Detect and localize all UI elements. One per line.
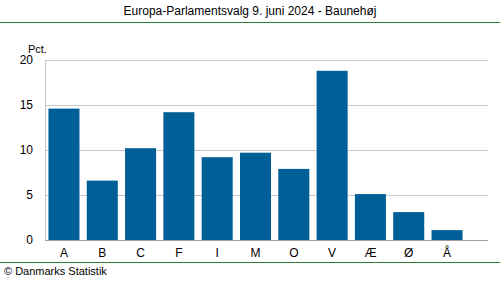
x-tick-label: C	[136, 246, 145, 260]
chart: Europa-Parlamentsvalg 9. juni 2024 - Bau…	[0, 0, 500, 282]
x-tick-label: B	[98, 246, 106, 260]
title-rule	[0, 22, 500, 23]
title: Europa-Parlamentsvalg 9. juni 2024 - Bau…	[124, 4, 377, 18]
bar	[393, 212, 424, 240]
x-tick-label: Æ	[364, 246, 376, 260]
grid-line	[45, 60, 488, 61]
bar	[48, 109, 79, 240]
y-tick-label: 5	[26, 188, 33, 202]
x-tick: V	[328, 240, 336, 260]
y-tick: 10	[20, 143, 45, 157]
x-tick: Æ	[364, 240, 376, 260]
x-tick-label: A	[60, 246, 68, 260]
x-axis-line	[45, 240, 488, 241]
x-tick: Å	[443, 240, 451, 260]
y-tick-label: 15	[20, 98, 34, 112]
x-tick: B	[98, 240, 106, 260]
grid-line	[45, 105, 488, 106]
bar	[278, 169, 309, 240]
grid-line	[45, 240, 488, 241]
x-tick-label: Ø	[404, 246, 413, 260]
bar	[432, 230, 463, 240]
x-tick: F	[175, 240, 182, 260]
grid-line	[45, 150, 488, 151]
bar	[87, 181, 118, 240]
y-tick: 5	[26, 188, 45, 202]
x-tick: M	[251, 240, 261, 260]
bars	[48, 71, 462, 240]
x-tick-label: V	[328, 246, 336, 260]
grid	[45, 61, 488, 241]
footer-rule	[0, 262, 500, 263]
x-axis: ABCFIMOVÆØÅ	[45, 240, 488, 260]
x-tick: A	[60, 240, 68, 260]
x-tick: C	[136, 240, 145, 260]
x-tick-label: Å	[443, 245, 451, 260]
y-axis: 0 5 10 15 20	[20, 53, 46, 247]
x-tick: Ø	[404, 240, 413, 260]
bar	[163, 112, 194, 240]
y-tick-label: 20	[20, 53, 34, 67]
y-axis-line	[45, 61, 46, 241]
y-tick-label: 0	[26, 233, 33, 247]
y-tick: 20	[20, 53, 45, 67]
y-tick: 0	[26, 233, 45, 247]
x-tick: O	[289, 240, 298, 260]
bar	[202, 157, 233, 240]
x-tick-label: M	[251, 246, 261, 260]
x-tick-label: I	[216, 246, 219, 260]
x-tick: I	[216, 240, 219, 260]
x-tick-label: O	[289, 246, 298, 260]
y-tick-label: 10	[20, 143, 34, 157]
bar	[240, 153, 271, 240]
y-label: Pct.	[28, 43, 47, 55]
bar	[125, 148, 156, 240]
y-tick: 15	[20, 98, 45, 112]
x-tick-label: F	[175, 246, 182, 260]
bar	[317, 71, 348, 240]
bar	[355, 194, 386, 240]
source: © Danmarks Statistik	[4, 265, 107, 277]
